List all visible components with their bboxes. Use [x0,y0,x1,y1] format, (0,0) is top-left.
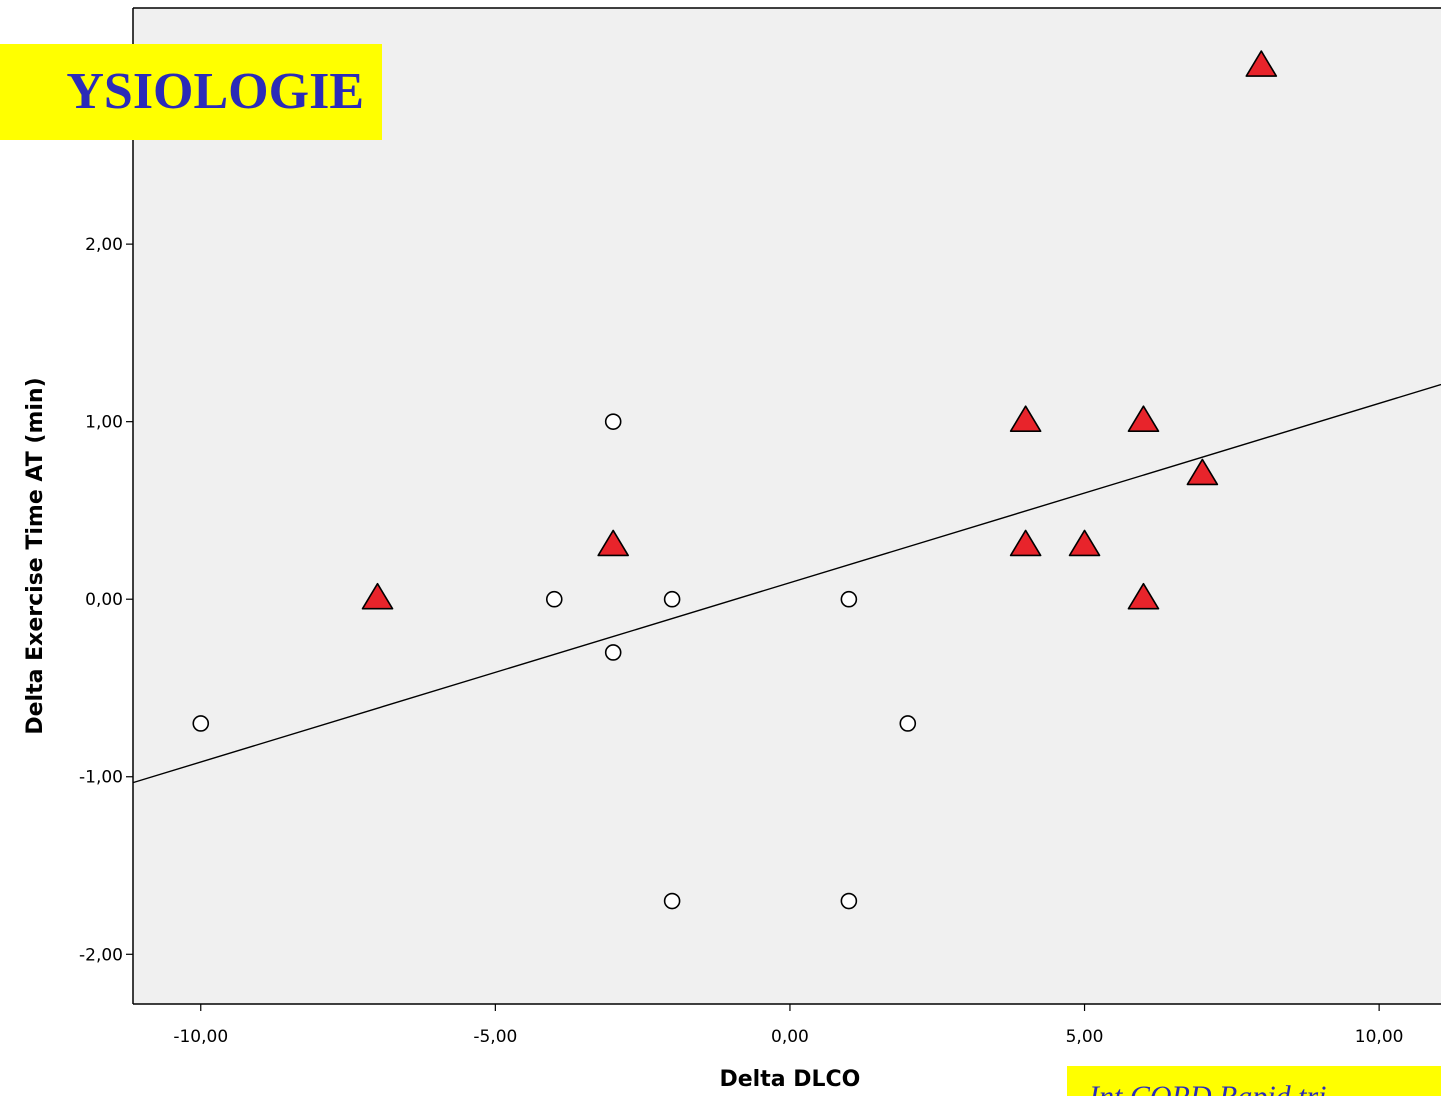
y-tick-label: 2,00 [85,235,123,255]
circle-point [604,644,622,661]
citation-badge: Int COPD Rapid tri [1067,1066,1441,1096]
plot-area [133,8,1441,1004]
y-tick-label: -2,00 [79,945,123,965]
triangle-point [1127,405,1160,432]
triangle-point [1009,405,1042,432]
circle-point [192,715,210,732]
x-axis-title: Delta DLCO [720,1067,861,1092]
circle-point [604,413,622,430]
fit-line [132,383,1441,784]
triangle-point [1127,582,1160,610]
circle-point [840,892,858,910]
y-tick-label: 0,00 [85,590,123,610]
y-axis-title: Delta Exercise Time AT (min) [23,377,48,734]
x-tick-label: 10,00 [1355,1027,1404,1047]
triangle-point [597,529,629,557]
x-tick-label: -10,00 [173,1027,228,1047]
triangle-point [1009,529,1042,557]
y-tick-label: 1,00 [85,413,123,433]
triangle-point [361,582,394,610]
slide-title-badge: YSIOLOGIE [0,44,382,140]
circle-point [545,590,563,608]
x-tick-label: 5,00 [1066,1027,1104,1047]
triangle-point [1186,458,1219,486]
x-tick-label: 0,00 [771,1027,809,1047]
triangle-point [1245,50,1278,77]
x-tick-label: -5,00 [473,1027,517,1047]
circle-point [663,892,681,910]
circle-point [663,590,681,608]
circle-point [840,590,858,608]
y-tick-label: -1,00 [79,768,123,788]
circle-point [899,715,917,732]
triangle-point [1068,529,1101,557]
